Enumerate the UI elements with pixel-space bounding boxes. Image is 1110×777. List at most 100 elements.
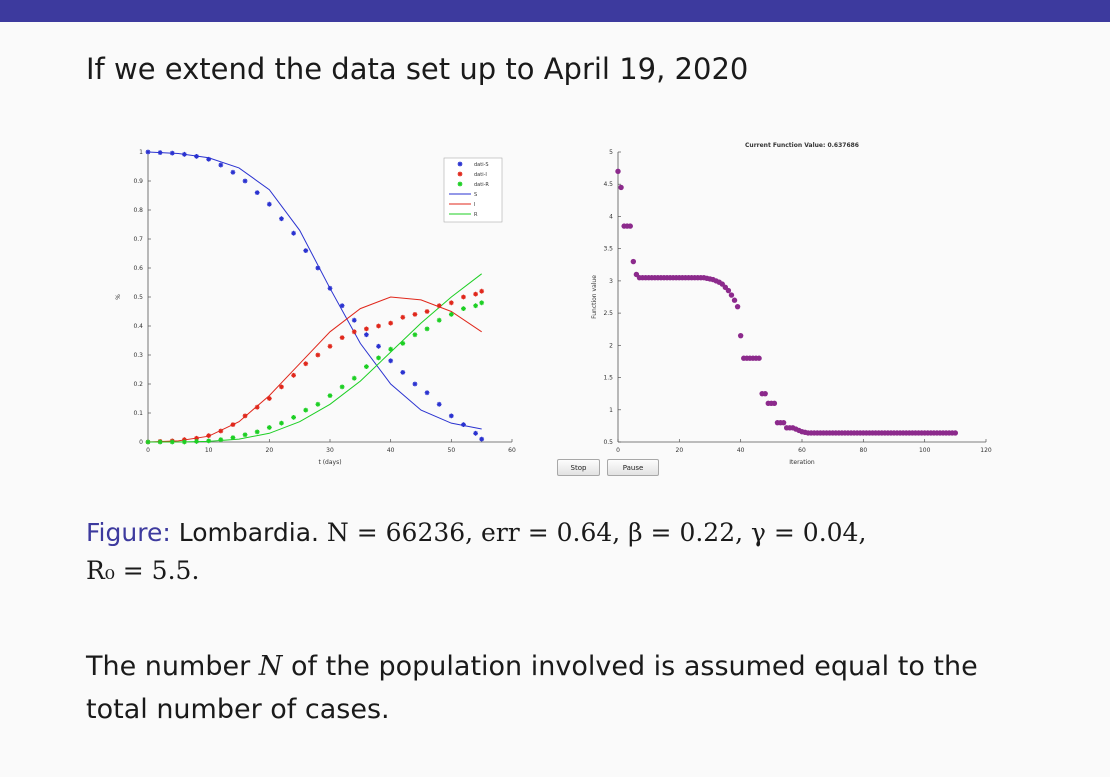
legend-label: R	[474, 212, 478, 218]
point-dati-S	[364, 332, 369, 338]
point-dati-I	[254, 404, 260, 410]
y-tick-label: 0.1	[133, 410, 143, 417]
point-dati-S	[400, 370, 406, 375]
top-bar	[0, 0, 1110, 22]
point-dati-S	[194, 153, 199, 159]
point-dati-I	[412, 312, 418, 317]
body-prefix: The number	[86, 651, 251, 682]
point-dati-S	[388, 358, 394, 364]
iteration-point	[756, 355, 762, 361]
point-dati-S	[291, 230, 296, 236]
y-axis-label: %	[115, 294, 122, 300]
point-dati-S	[376, 343, 381, 349]
iteration-point	[737, 332, 744, 339]
iteration-point	[762, 390, 768, 397]
caption-parameters: N = 66236, err = 0.64, β = 0.22, γ = 0.0…	[326, 518, 867, 547]
point-dati-R	[376, 355, 381, 361]
point-dati-I	[218, 428, 224, 434]
legend-marker-dati-S	[457, 161, 463, 167]
point-dati-R	[169, 439, 175, 445]
x-tick-label: 0	[616, 447, 620, 454]
point-dati-S	[230, 169, 236, 175]
x-tick-label: 20	[266, 447, 274, 454]
x-tick-label: 10	[205, 447, 213, 454]
x-tick-label: 40	[387, 447, 395, 454]
point-dati-S	[279, 216, 284, 222]
y-tick-label: 1	[139, 149, 143, 156]
legend-box	[443, 157, 503, 223]
point-dati-I	[351, 329, 357, 335]
point-dati-S	[461, 422, 466, 427]
x-tick-label: 30	[326, 447, 334, 454]
point-dati-R	[327, 393, 333, 398]
legend-label: S	[474, 192, 477, 198]
point-dati-R	[436, 317, 442, 323]
point-dati-R	[218, 437, 224, 443]
point-dati-I	[339, 335, 345, 340]
x-tick-label: 60	[798, 447, 806, 454]
point-dati-I	[230, 422, 236, 427]
chart-title: Current Function Value: 0.637686	[745, 142, 859, 149]
point-dati-R	[400, 341, 406, 346]
point-dati-S	[242, 178, 248, 184]
point-dati-R	[206, 438, 212, 444]
point-dati-S	[327, 285, 333, 291]
y-tick-label: 3	[609, 278, 613, 285]
iteration-point	[627, 223, 633, 229]
y-tick-label: 0.3	[133, 352, 143, 359]
point-dati-S	[479, 436, 485, 442]
point-dati-R	[145, 439, 151, 445]
point-dati-S	[206, 156, 212, 162]
stop-button[interactable]: Stop	[557, 459, 600, 476]
point-dati-I	[206, 433, 212, 439]
legend-marker-dati-I	[457, 171, 463, 177]
point-dati-S	[169, 150, 175, 156]
x-tick-label: 20	[676, 447, 684, 454]
iteration-point	[618, 184, 624, 191]
y-tick-label: 0.6	[133, 265, 143, 272]
point-dati-S	[303, 248, 309, 253]
legend-label: dati-I	[474, 172, 487, 178]
series-line-I	[147, 296, 482, 443]
iteration-point	[731, 297, 738, 303]
point-dati-I	[479, 288, 485, 294]
point-dati-R	[473, 303, 478, 309]
body-suffix: of the population involved is assumed eq…	[86, 651, 978, 725]
y-tick-label: 0.5	[603, 439, 613, 446]
x-axis-label: Iteration	[789, 459, 815, 466]
y-axis-label: Function value	[591, 275, 598, 319]
point-dati-R	[339, 384, 345, 390]
y-tick-label: 0	[139, 439, 143, 446]
x-tick-label: 100	[919, 447, 931, 454]
x-tick-label: 120	[980, 447, 992, 454]
point-dati-I	[424, 309, 430, 314]
iteration-point	[630, 258, 637, 265]
iteration-point	[952, 430, 959, 436]
point-dati-R	[315, 401, 321, 407]
point-dati-R	[388, 346, 394, 352]
sir-chart: 0 10 20 30 40 50 60 0 0.1 0.2 0.3 0.4 0.5 0.6 0.7 0.8 0.…	[115, 149, 516, 466]
point-dati-I	[436, 303, 442, 309]
point-dati-R	[412, 332, 418, 338]
body-var: N	[258, 651, 283, 682]
point-dati-S	[182, 151, 187, 157]
point-dati-I	[376, 323, 381, 329]
point-dati-I	[266, 396, 272, 401]
figure-label: Figure:	[86, 518, 171, 547]
y-tick-label: 2.5	[603, 310, 613, 317]
y-tick-label: 1.5	[603, 375, 613, 382]
point-dati-S	[157, 150, 163, 155]
point-dati-I	[279, 384, 284, 390]
iteration-point	[780, 419, 787, 426]
point-dati-S	[254, 190, 260, 195]
y-tick-label: 0.7	[133, 236, 143, 243]
y-tick-label: 0.5	[133, 294, 143, 301]
pause-button[interactable]: Pause	[607, 459, 659, 476]
point-dati-R	[279, 420, 284, 426]
x-tick-label: 50	[448, 447, 456, 454]
iteration-point	[734, 303, 741, 310]
point-dati-R	[303, 407, 309, 413]
x-tick-label: 60	[508, 447, 516, 454]
point-dati-S	[448, 413, 454, 419]
point-dati-R	[194, 439, 199, 444]
